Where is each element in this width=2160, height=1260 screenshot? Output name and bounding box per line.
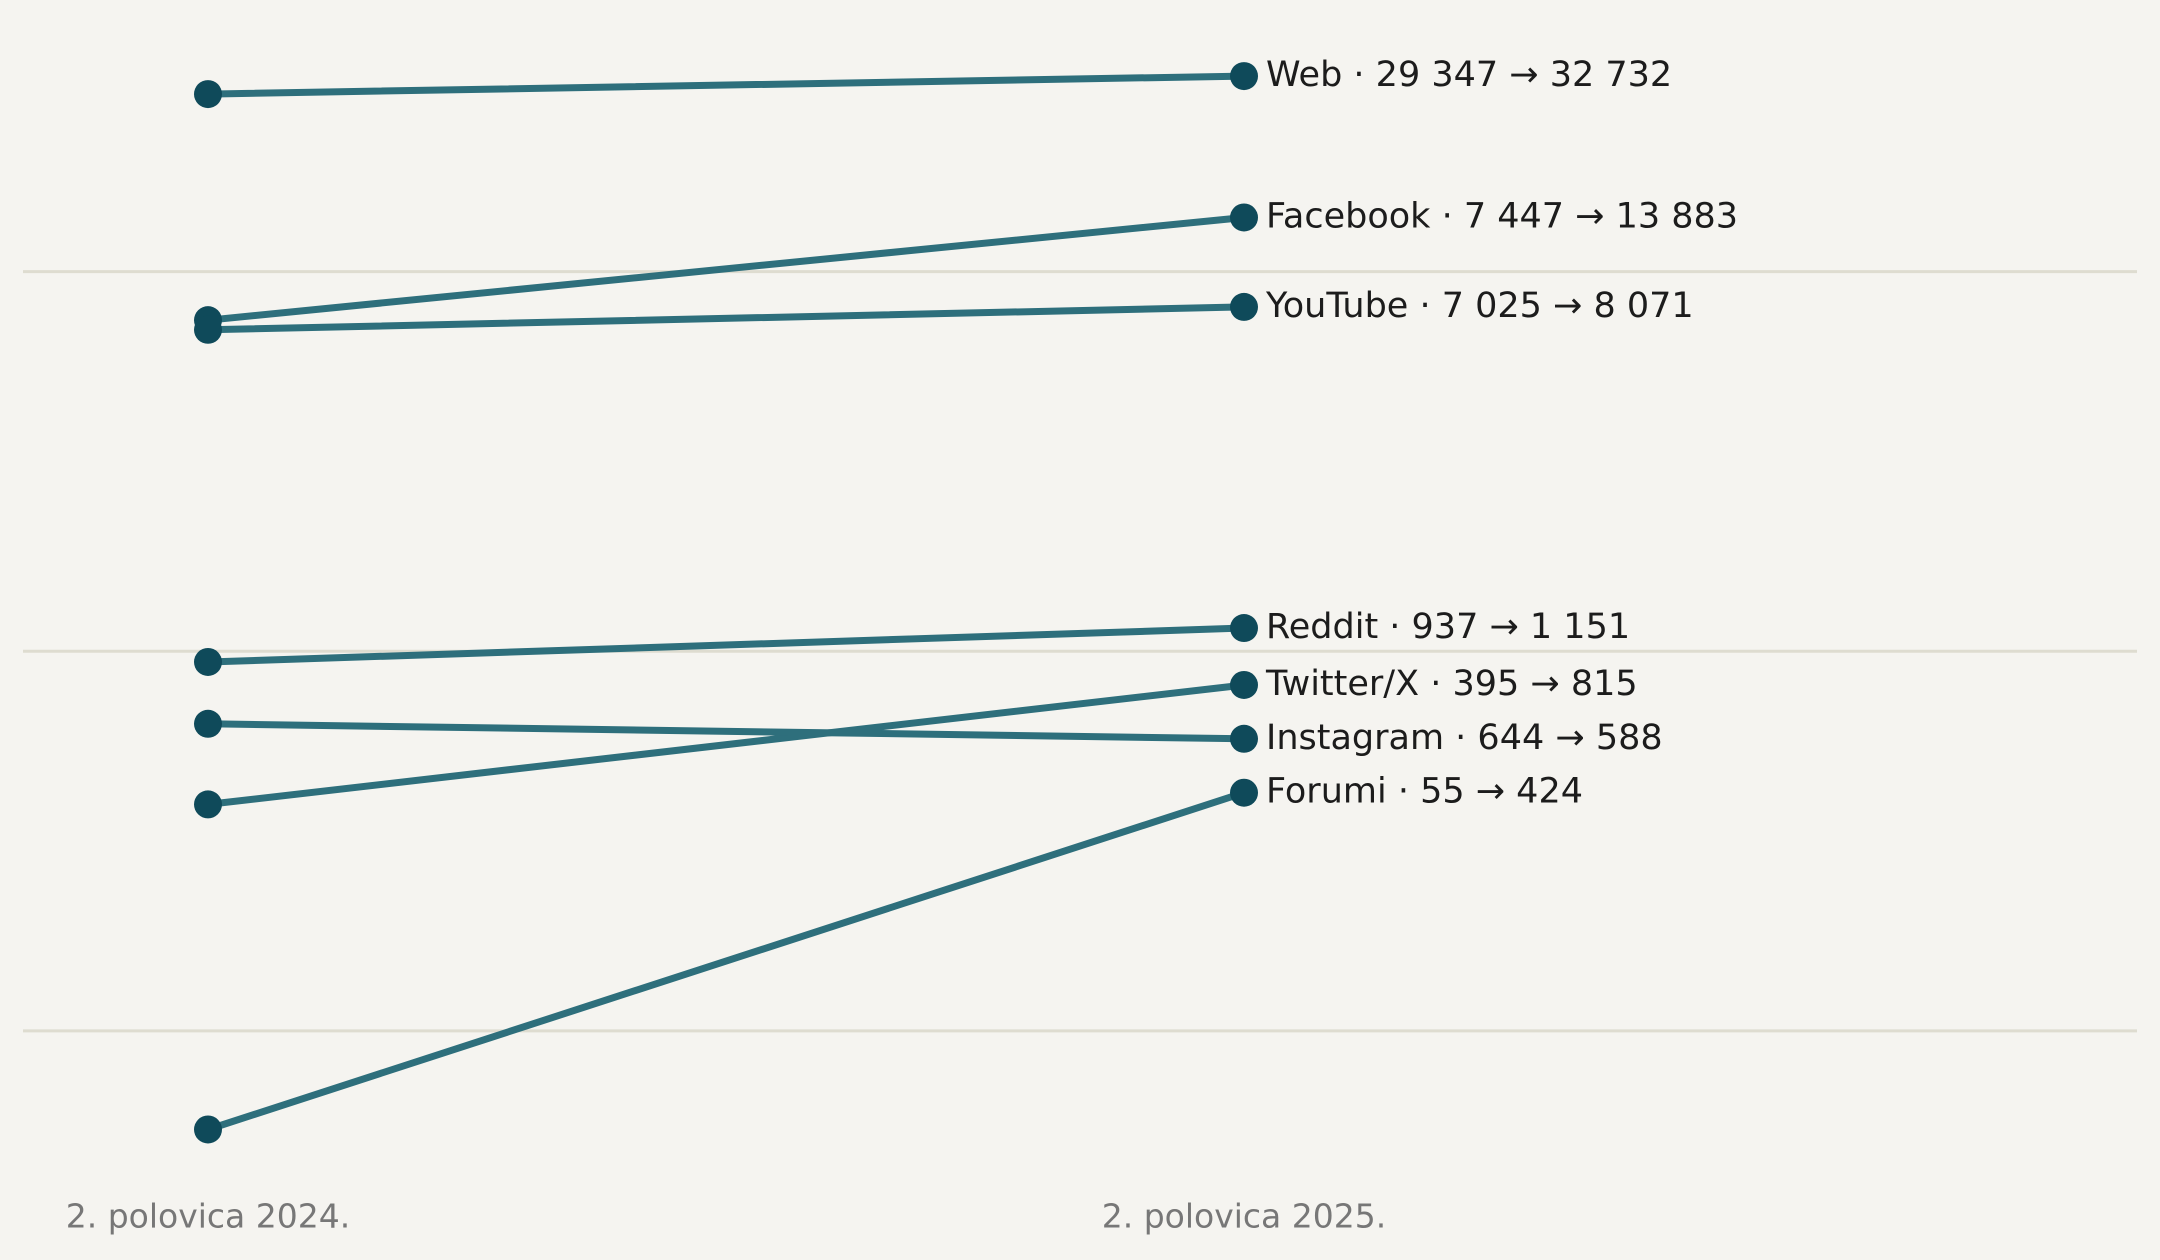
point — [194, 709, 222, 738]
point — [1230, 292, 1258, 321]
point — [1230, 670, 1258, 699]
point — [194, 80, 222, 109]
point — [194, 315, 222, 344]
point — [1230, 203, 1258, 232]
point — [1230, 778, 1258, 807]
slope-line — [204, 303, 1248, 334]
x-category-label: 2. polovica 2024. — [66, 1197, 351, 1236]
series-label: Facebook · 7 447 → 13 883 — [1266, 196, 1738, 236]
series-label: Reddit · 937 → 1 151 — [1266, 607, 1630, 647]
point — [1230, 62, 1258, 91]
point — [1230, 614, 1258, 643]
slope-line — [204, 789, 1248, 1133]
series-label: Instagram · 644 → 588 — [1266, 718, 1663, 758]
point — [1230, 724, 1258, 753]
x-category-label: 2. polovica 2025. — [1102, 1197, 1387, 1236]
slope-line — [204, 624, 1248, 666]
slope-line — [204, 720, 1248, 743]
point — [194, 647, 222, 676]
series-label: Twitter/X · 395 → 815 — [1265, 664, 1638, 704]
series-label: Web · 29 347 → 32 732 — [1266, 55, 1672, 95]
slope-line — [204, 213, 1248, 324]
slope-line — [204, 72, 1248, 98]
point — [194, 1115, 222, 1144]
slope-line — [204, 681, 1248, 808]
series-label: Forumi · 55 → 424 — [1266, 772, 1583, 812]
series-label: YouTube · 7 025 → 8 071 — [1265, 286, 1694, 326]
point — [194, 790, 222, 819]
